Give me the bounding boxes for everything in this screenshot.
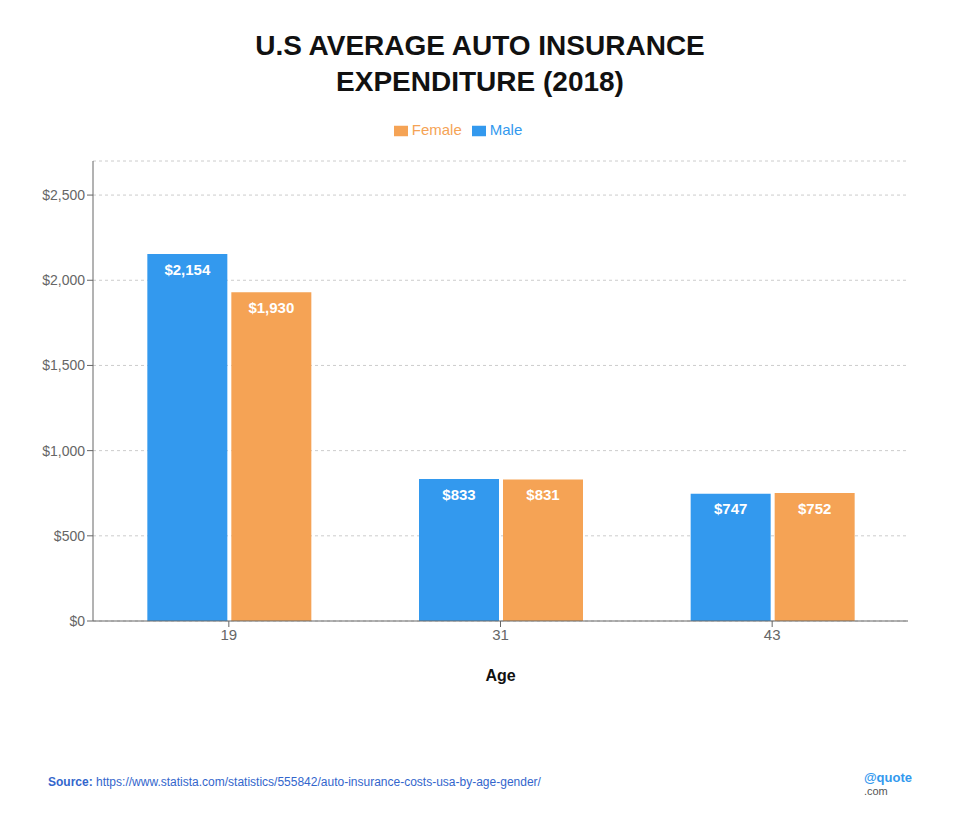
- html-text:Male: Male: [489, 120, 523, 138]
- svg-text:31: 31: [492, 625, 509, 642]
- html-text:EXPENDITURE (2018): EXPENDITURE (2018): [336, 66, 624, 98]
- html-text:@quote: @quote: [863, 769, 912, 785]
- svg-text:$1,930: $1,930: [248, 299, 294, 316]
- html-text:Female: Female: [411, 120, 462, 138]
- svg-text:$833: $833: [442, 486, 475, 503]
- svg-text:$2,000: $2,000: [42, 272, 85, 288]
- svg-text:$2,154: $2,154: [164, 260, 211, 277]
- svg-text:19: 19: [220, 625, 237, 642]
- html-text:Source: https://www.statista.c: Source: https://www.statista.com/statist…: [48, 775, 541, 789]
- svg-text:$0: $0: [69, 613, 85, 629]
- svg-text:$831: $831: [526, 486, 559, 503]
- svg-text:$1,000: $1,000: [42, 442, 85, 458]
- html-text:.com: .com: [863, 784, 888, 797]
- svg-text:$1,500: $1,500: [42, 357, 85, 373]
- svg-text:43: 43: [764, 625, 781, 642]
- svg-text:$2,500: $2,500: [42, 187, 85, 203]
- svg-text:$752: $752: [798, 499, 831, 516]
- svg-text:$500: $500: [54, 528, 85, 544]
- html-text:U.S AVERAGE AUTO INSURANCE: U.S AVERAGE AUTO INSURANCE: [255, 30, 705, 61]
- svg-text:$747: $747: [714, 500, 747, 517]
- svg-text:Age: Age: [485, 667, 515, 684]
